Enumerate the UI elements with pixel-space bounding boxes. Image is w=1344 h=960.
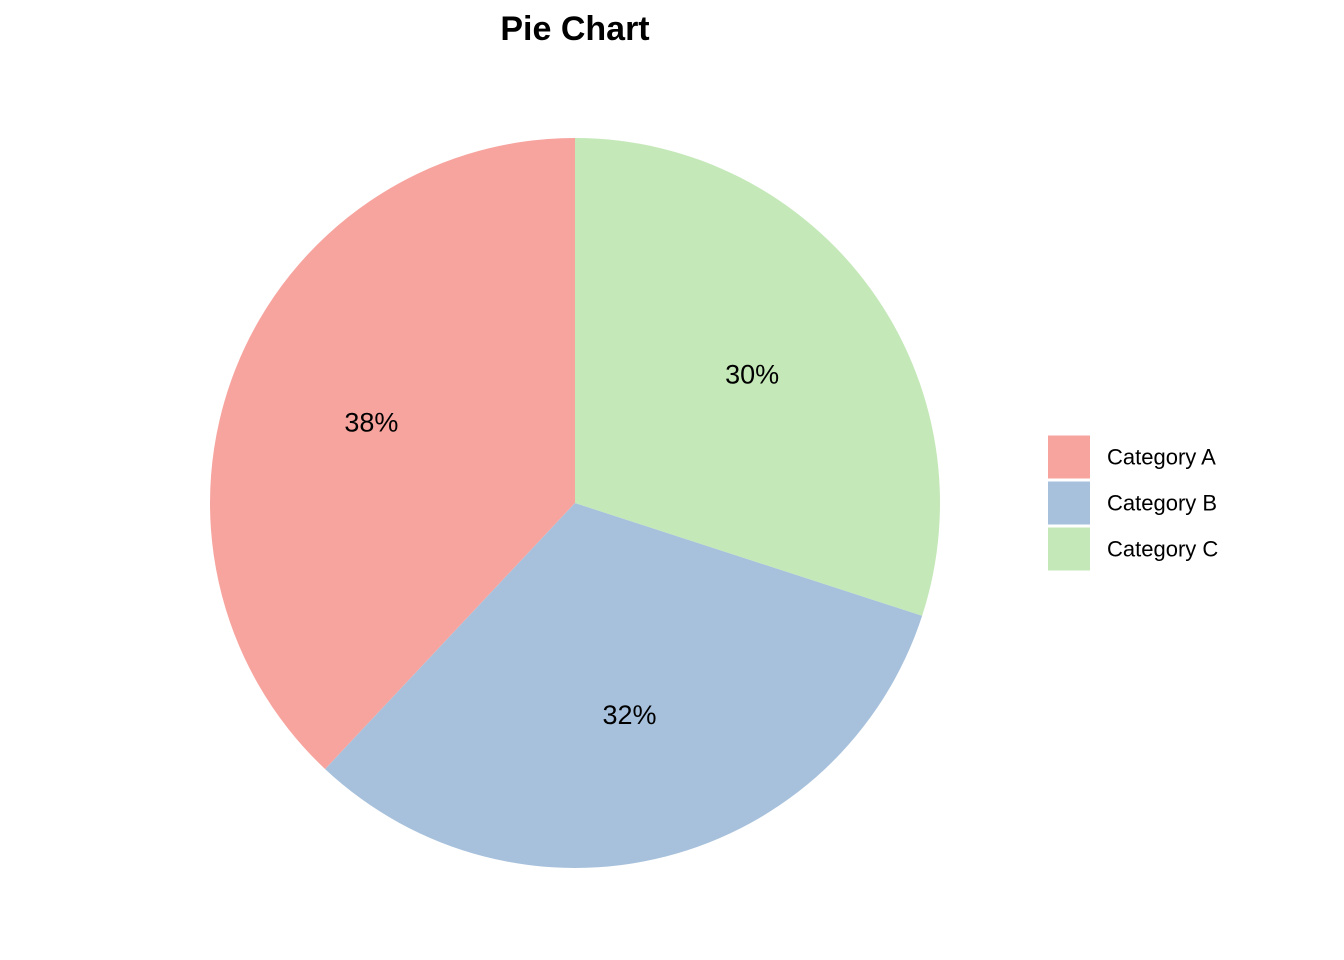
legend-label-b: Category B [1107,491,1217,516]
legend-label-a: Category A [1107,445,1216,470]
pie-slices [210,138,940,869]
legend-key-b [1048,481,1090,525]
legend-key-a [1048,435,1090,479]
legend: Category A Category B Category C [1048,435,1218,571]
slice-label-c: 30% [725,359,779,389]
pie-slice-labels: 38% 32% 30% [344,359,779,730]
legend-label-c: Category C [1107,537,1218,562]
legend-key-c [1048,527,1090,571]
pie-slice-b [325,503,923,869]
slice-label-b: 32% [602,700,656,730]
pie-slice-a [210,138,575,770]
slice-label-a: 38% [344,407,398,437]
chart-title: Pie Chart [500,10,649,48]
pie-slice-c [575,138,940,616]
